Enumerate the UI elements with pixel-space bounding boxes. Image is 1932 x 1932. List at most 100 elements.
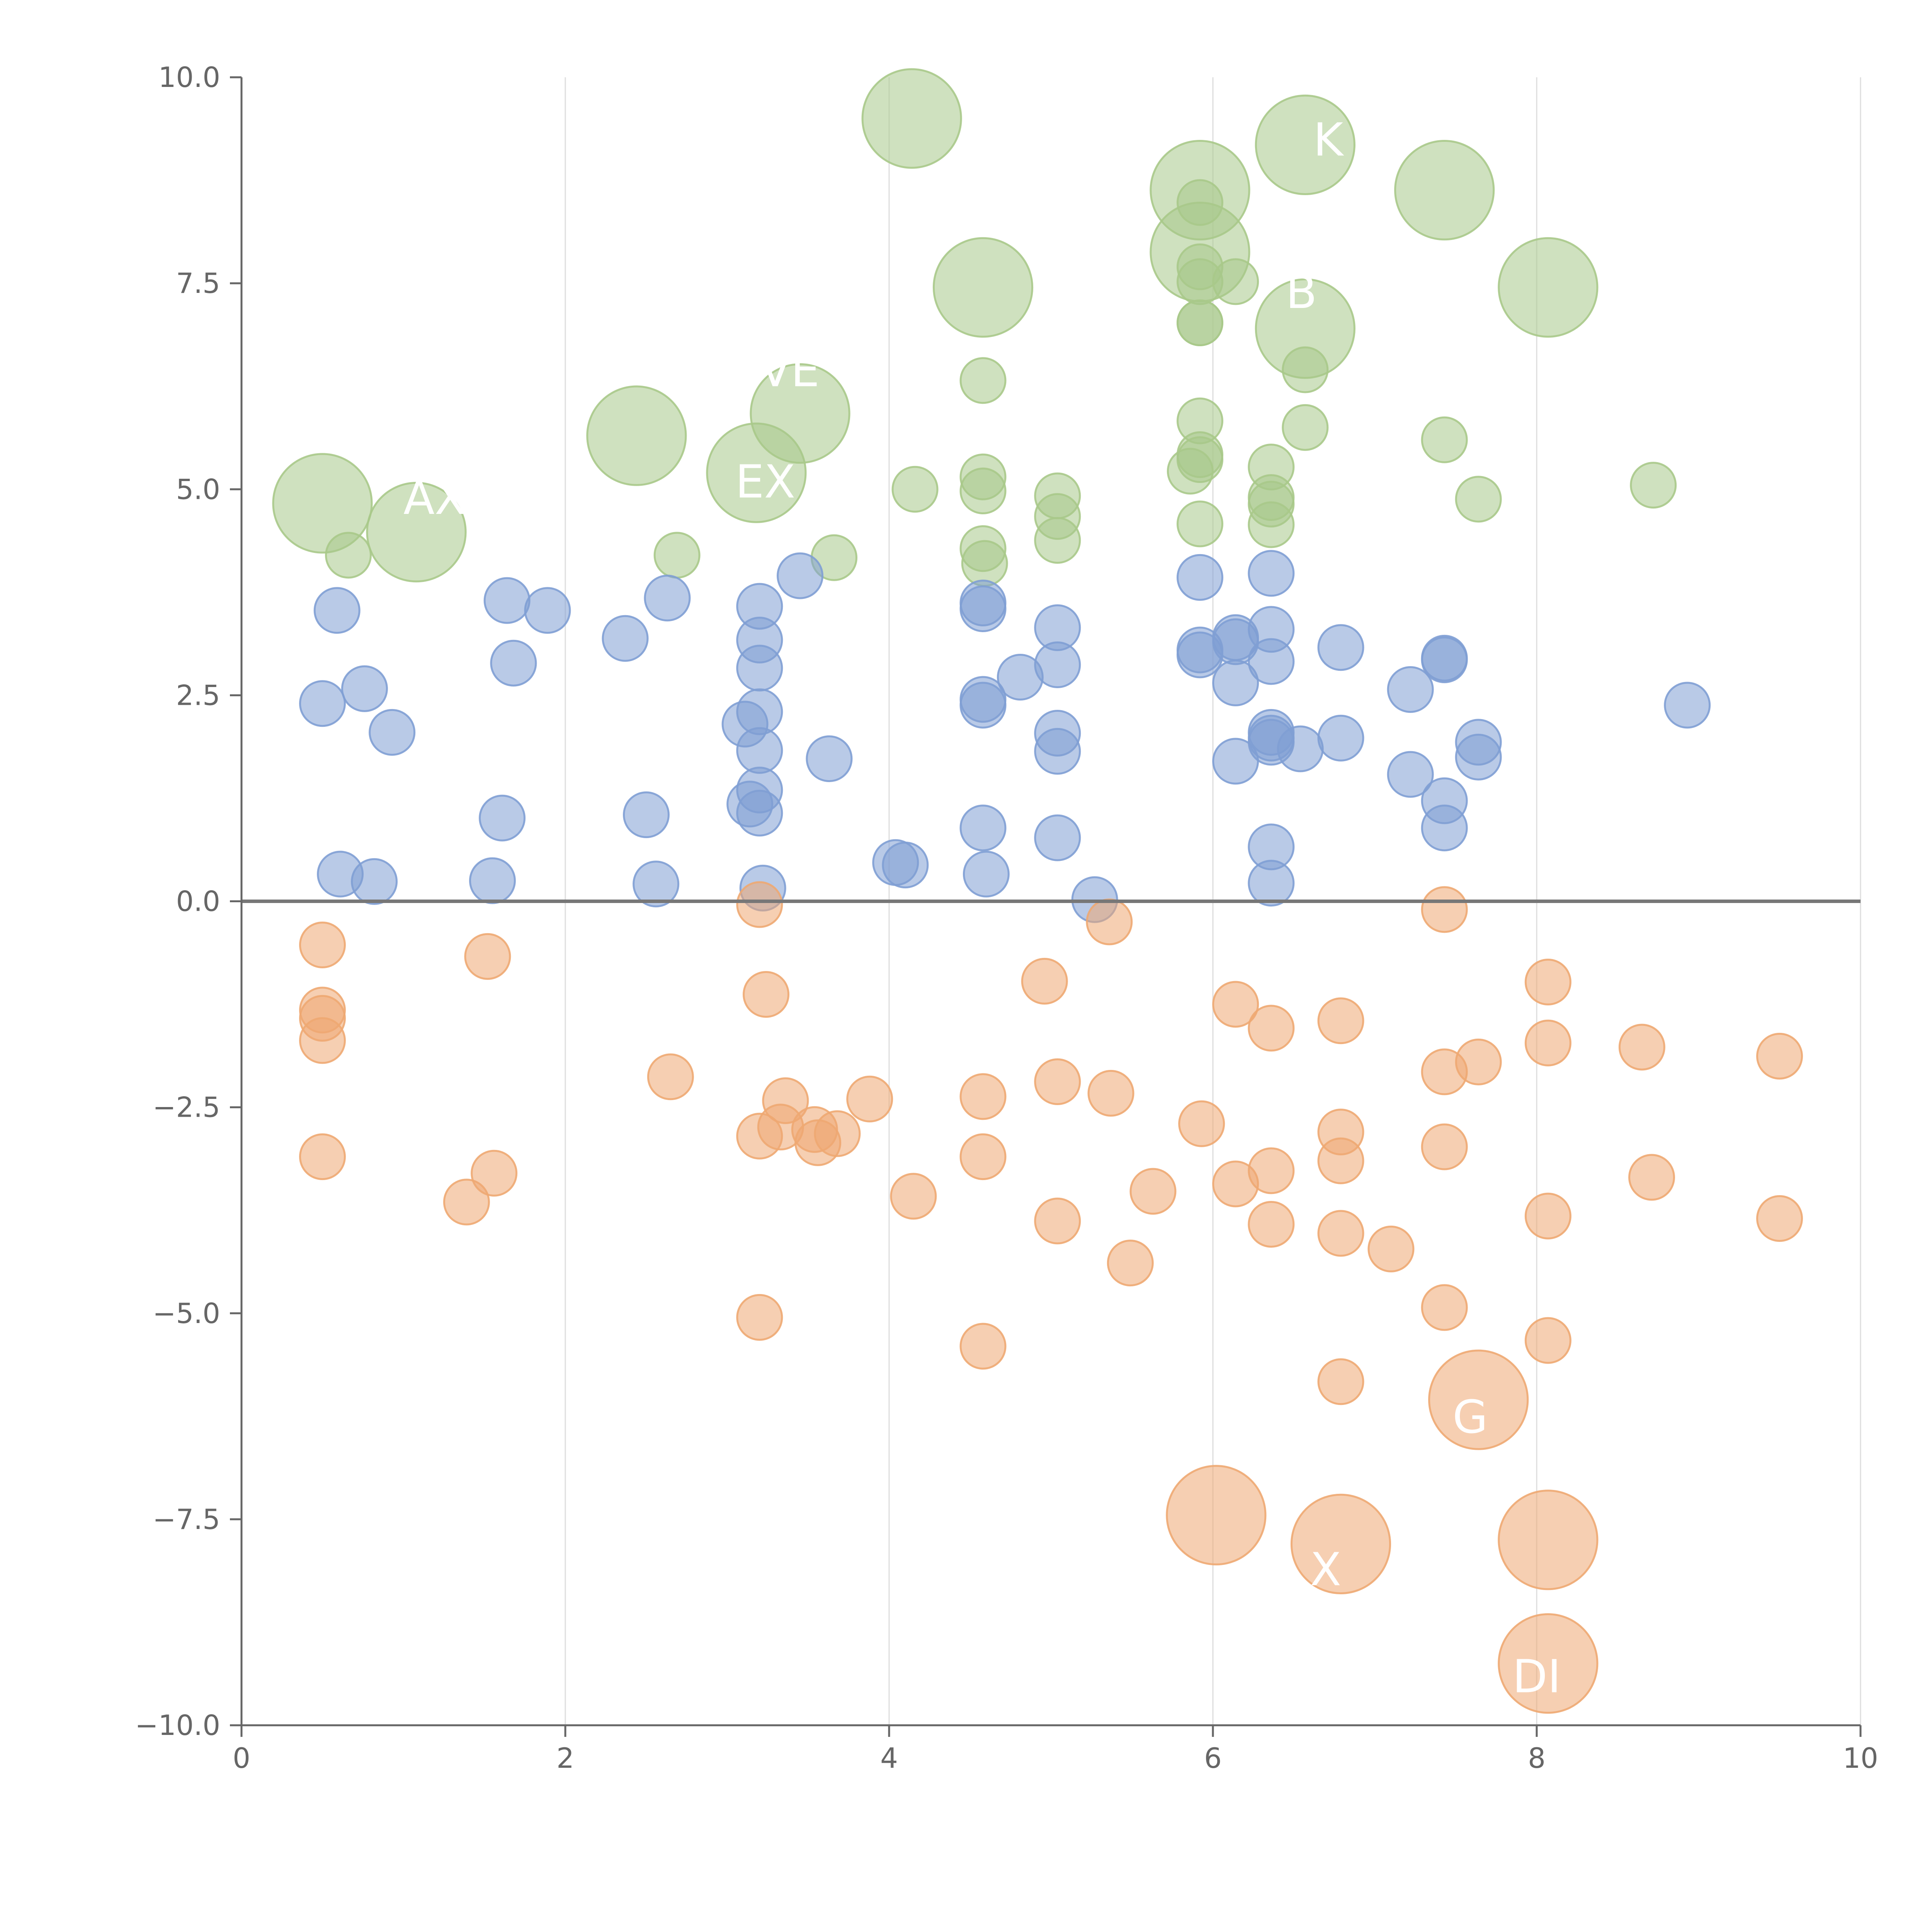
orange-bubble [1317,1210,1364,1257]
orange-bubble [1455,1038,1502,1085]
orange-bubble [1524,1019,1571,1066]
blue-bubble [736,645,783,692]
orange-bubble [1524,1317,1571,1364]
points-layer [272,68,1803,1714]
blue-bubble [1421,804,1468,852]
x-tick-label: 8 [1528,1742,1546,1774]
y-tick-label: 0.0 [176,885,220,918]
y-tick-label: −5.0 [153,1297,220,1330]
blue-bubble [1034,814,1081,861]
orange-bubble [1248,1201,1295,1248]
y-tick-label: 2.5 [176,679,220,711]
blue-bubble [777,552,824,599]
orange-bubble [299,1017,346,1064]
blue-bubble [1034,641,1081,688]
annotation-layer: AX VE EX K B G X DI [403,113,1561,1703]
orange-bubble [1618,1024,1665,1071]
blue-bubble [1248,860,1295,907]
orange-bubble [1034,1197,1081,1245]
bubble-label: DI [1512,1650,1561,1703]
orange-bubble [736,881,783,928]
blue-bubble [341,665,388,712]
orange-bubble [890,1173,937,1220]
green-bubble [1248,501,1295,548]
x-tick-label: 0 [233,1742,250,1774]
green-bubble [653,532,701,579]
axes-layer: 0 2 4 6 8 10 −10.0 −7.5 −5.0 −2.5 0.0 2.5 5.0 7.5 10.0 [135,61,1878,1774]
green-bubble [1455,476,1502,523]
blue-bubble [959,585,1007,632]
green-bubble [961,540,1008,587]
blue-bubble [490,639,537,687]
orange-bubble [1628,1154,1675,1201]
green-bubble [1394,140,1495,241]
y-tick-label: 10.0 [158,61,220,94]
green-bubble [1176,299,1223,346]
bubble-label: B [1286,265,1317,319]
orange-bubble [1212,981,1259,1028]
blue-bubble [1317,624,1364,671]
green-bubble [750,363,850,464]
orange-bubble [1087,1070,1134,1117]
green-bubble [586,385,687,486]
blue-bubble [469,857,516,904]
y-tick-label: −2.5 [153,1091,220,1124]
orange-bubble [1129,1168,1177,1215]
x-tick-label: 2 [556,1742,574,1774]
orange-bubble [1086,898,1133,946]
orange-bubble [814,1110,861,1157]
orange-bubble [959,1323,1007,1370]
green-bubble [959,357,1007,404]
blue-bubble [1034,728,1081,775]
orange-bubble [1524,958,1571,1005]
orange-bubble [1524,1192,1571,1240]
orange-bubble [1317,1137,1364,1184]
y-tick-label: 7.5 [176,267,220,299]
orange-bubble [846,1075,893,1122]
blue-bubble [1455,733,1502,781]
blue-bubble [1176,554,1223,601]
green-bubble [861,68,962,169]
orange-bubble [1498,1490,1599,1590]
blue-bubble [351,858,398,905]
orange-bubble [1248,1005,1295,1052]
y-tick-label: 5.0 [176,473,220,505]
orange-bubble [647,1053,694,1100]
green-bubble [1255,94,1355,195]
orange-bubble [464,933,511,980]
blue-bubble [602,615,649,662]
green-bubble [366,482,467,583]
orange-bubble [1317,997,1364,1044]
blue-bubble [1248,550,1295,597]
orange-bubble [1498,1613,1599,1714]
green-bubble [1282,346,1329,393]
orange-bubble [1021,957,1068,1005]
orange-bubble [736,1294,783,1341]
blue-bubble [963,850,1010,898]
blue-bubble [483,577,531,624]
orange-bubble [1107,1240,1154,1287]
blue-bubble [623,791,670,838]
green-bubble [932,237,1034,338]
blue-bubble [1421,636,1468,684]
orange-bubble [1166,1465,1267,1566]
orange-bubble [1428,1349,1529,1450]
blue-bubble [736,789,783,837]
bubble-label: K [1313,113,1344,167]
y-tick-label: −7.5 [153,1503,220,1536]
orange-bubble [1756,1032,1803,1080]
blue-bubble [633,861,680,908]
blue-bubble [1664,682,1711,729]
blue-bubble [806,735,853,782]
green-bubble [1282,404,1329,451]
orange-bubble [743,971,790,1018]
blue-bubble [1387,666,1434,713]
green-bubble [272,453,373,554]
orange-bubble [1317,1358,1364,1405]
blue-bubble [479,794,526,842]
green-bubble [1034,517,1081,564]
orange-bubble [959,1133,1007,1180]
orange-bubble [1248,1147,1295,1194]
bubble-label: VE [760,344,820,397]
